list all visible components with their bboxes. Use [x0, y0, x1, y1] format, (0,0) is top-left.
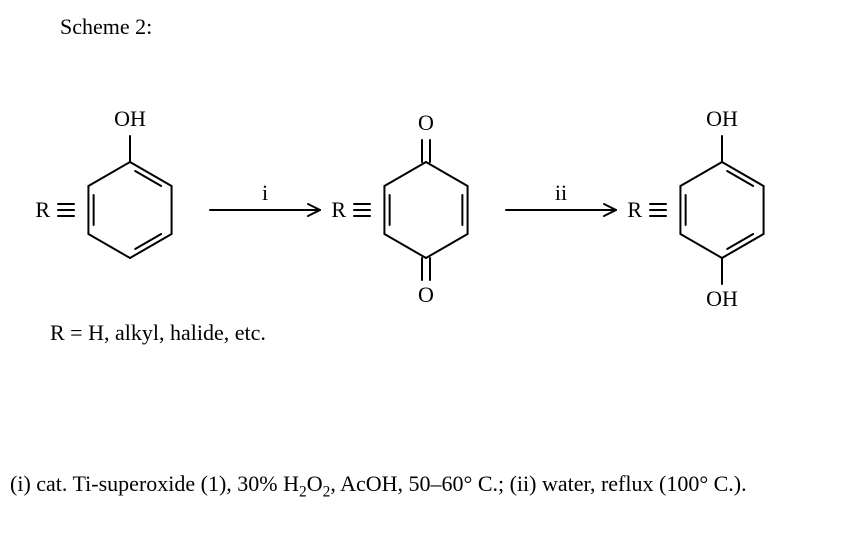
svg-text:i: i	[262, 180, 268, 205]
svg-text:OH: OH	[114, 106, 146, 131]
conditions-sub-1: 2	[299, 483, 307, 500]
reaction-conditions: (i) cat. Ti-superoxide (1), 30% H2O2, Ac…	[10, 470, 842, 502]
conditions-text-2: O	[307, 471, 323, 496]
svg-text:O: O	[418, 110, 434, 135]
conditions-text-1: (i) cat. Ti-superoxide (1), 30% H	[10, 471, 299, 496]
svg-text:R: R	[331, 197, 346, 222]
svg-text:O: O	[418, 282, 434, 307]
svg-text:OH: OH	[706, 286, 738, 311]
reaction-scheme: R OH i R O Oii R OH OH	[20, 60, 832, 310]
scheme-svg: R OH i R O Oii R OH OH	[20, 60, 832, 320]
conditions-text-3: , AcOH, 50–60° C.; (ii) water, reflux (1…	[330, 471, 746, 496]
r-group-definition: R = H, alkyl, halide, etc.	[50, 320, 266, 346]
svg-text:R: R	[627, 197, 642, 222]
svg-text:ii: ii	[555, 180, 567, 205]
scheme-title: Scheme 2:	[60, 14, 152, 40]
svg-text:OH: OH	[706, 106, 738, 131]
svg-text:R: R	[35, 197, 50, 222]
